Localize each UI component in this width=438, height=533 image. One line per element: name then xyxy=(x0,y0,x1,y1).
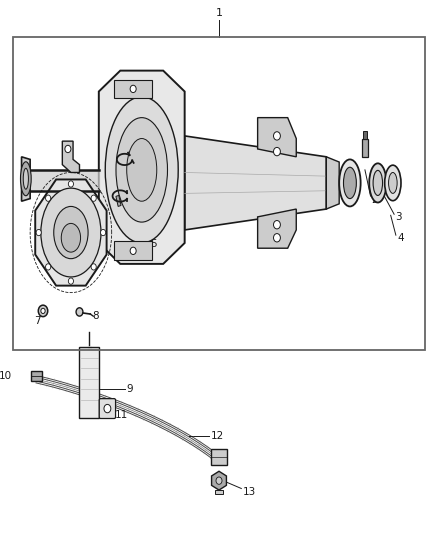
Ellipse shape xyxy=(130,247,136,254)
Bar xyxy=(32,371,42,382)
Ellipse shape xyxy=(273,233,280,242)
Bar xyxy=(215,489,223,494)
Ellipse shape xyxy=(76,308,83,316)
Ellipse shape xyxy=(61,223,81,252)
Ellipse shape xyxy=(273,221,280,229)
Ellipse shape xyxy=(216,477,222,484)
Ellipse shape xyxy=(21,162,31,196)
Ellipse shape xyxy=(38,305,48,317)
Text: 12: 12 xyxy=(210,431,224,441)
Text: 6: 6 xyxy=(79,265,86,275)
Bar xyxy=(363,131,367,139)
Ellipse shape xyxy=(273,132,280,140)
Ellipse shape xyxy=(65,146,71,152)
Bar xyxy=(116,196,121,206)
Ellipse shape xyxy=(46,195,51,201)
Ellipse shape xyxy=(389,173,397,193)
Bar xyxy=(114,79,152,98)
Ellipse shape xyxy=(104,405,111,413)
Polygon shape xyxy=(258,209,296,248)
Polygon shape xyxy=(185,136,326,230)
Ellipse shape xyxy=(68,278,74,284)
Text: 1: 1 xyxy=(215,9,223,19)
Ellipse shape xyxy=(101,229,106,236)
Bar xyxy=(361,139,368,157)
Ellipse shape xyxy=(54,206,88,259)
Polygon shape xyxy=(212,471,226,490)
Text: 8: 8 xyxy=(92,311,99,321)
Text: 7: 7 xyxy=(35,316,41,326)
Ellipse shape xyxy=(373,171,382,196)
Ellipse shape xyxy=(46,264,51,270)
Bar xyxy=(114,241,152,260)
Text: 11: 11 xyxy=(115,410,128,421)
Ellipse shape xyxy=(385,165,401,201)
Ellipse shape xyxy=(36,229,41,236)
Ellipse shape xyxy=(273,148,280,156)
Ellipse shape xyxy=(91,264,96,270)
Text: 10: 10 xyxy=(0,371,12,381)
Ellipse shape xyxy=(130,85,136,93)
Text: 13: 13 xyxy=(243,487,256,497)
Polygon shape xyxy=(21,157,30,201)
FancyBboxPatch shape xyxy=(99,399,116,418)
Polygon shape xyxy=(35,180,106,286)
Ellipse shape xyxy=(23,168,28,189)
Text: 4: 4 xyxy=(397,233,404,243)
Text: 2: 2 xyxy=(371,195,378,205)
Polygon shape xyxy=(99,71,185,264)
Ellipse shape xyxy=(41,308,45,313)
Ellipse shape xyxy=(339,159,360,206)
Ellipse shape xyxy=(105,97,178,243)
Text: 5: 5 xyxy=(150,239,157,249)
Ellipse shape xyxy=(369,163,386,203)
Text: 3: 3 xyxy=(395,212,402,222)
Ellipse shape xyxy=(91,195,96,201)
Ellipse shape xyxy=(68,181,74,187)
Ellipse shape xyxy=(41,188,101,277)
Text: 9: 9 xyxy=(127,384,133,394)
Polygon shape xyxy=(326,157,339,209)
Bar xyxy=(211,449,227,465)
Ellipse shape xyxy=(343,167,357,199)
Polygon shape xyxy=(258,118,296,157)
Polygon shape xyxy=(62,141,79,173)
Polygon shape xyxy=(80,348,99,418)
Ellipse shape xyxy=(127,139,157,201)
Bar xyxy=(13,37,425,350)
Ellipse shape xyxy=(116,118,167,222)
